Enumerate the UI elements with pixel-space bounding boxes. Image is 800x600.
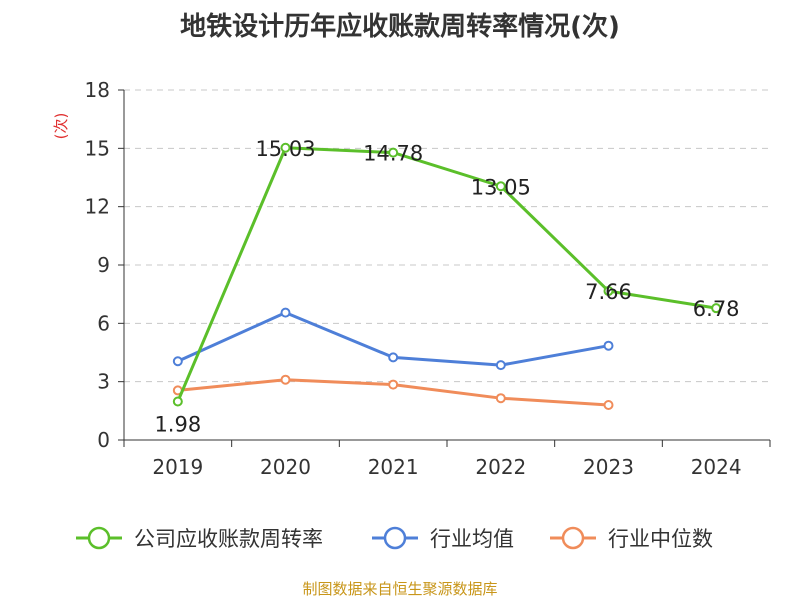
data-label: 6.78 [693,297,740,321]
data-point [711,303,722,314]
data-label: 14.78 [363,142,423,166]
series-layer [172,142,722,410]
data-source-note: 制图数据来自恒生聚源数据库 [302,580,498,598]
data-point [495,181,506,192]
x-tick-label: 2024 [691,455,742,479]
y-tick-label: 18 [85,78,110,102]
y-tick-label: 6 [97,311,110,335]
data-point [388,147,399,158]
data-label: 7.66 [585,280,632,304]
legend-swatch-marker [561,526,585,550]
x-tick-label: 2019 [152,455,203,479]
data-point [495,360,506,371]
y-tick-label: 9 [97,253,110,277]
y-tick-label: 15 [85,136,110,160]
legend-swatch-marker [383,526,407,550]
x-tick-label: 2022 [475,455,526,479]
series-line-0 [176,146,717,403]
y-tick-label: 3 [97,370,110,394]
grid-layer [124,89,770,383]
data-point [172,396,183,407]
legend-label: 行业中位数 [608,527,713,551]
x-tick-label: 2021 [368,455,419,479]
data-label: 15.03 [255,137,315,161]
y-tick-label: 12 [85,195,110,219]
legend-label: 行业均值 [430,527,514,551]
data-point [603,340,614,351]
y-tick-label: 0 [97,428,110,452]
y-axis-label: (次) [52,113,70,140]
data-point [495,393,506,404]
x-tick-label: 2023 [583,455,634,479]
data-point [603,400,614,410]
x-tick-label: 2020 [260,455,311,479]
data-point [172,356,183,367]
data-point [280,307,291,318]
axis-layer: 0 3 6 9 12 15 18 2019 2020 2021 2022 2023 2024 (次) [52,78,771,479]
data-point [280,142,291,153]
legend-layer: 公司应收账款周转率 行业均值 行业中位数 [76,526,713,551]
data-point [388,352,399,363]
data-label: 1.98 [154,413,201,437]
legend-label: 公司应收账款周转率 [134,527,323,551]
data-label: 13.05 [471,175,531,199]
legend-swatch-marker [87,526,111,550]
chart-title: 地铁设计历年应收账款周转率情况(次) [180,12,620,42]
data-point [280,374,291,385]
label-layer: 1.98 15.03 14.78 13.05 7.66 6.78 [154,137,739,437]
data-point [388,379,399,390]
data-point [603,286,614,297]
